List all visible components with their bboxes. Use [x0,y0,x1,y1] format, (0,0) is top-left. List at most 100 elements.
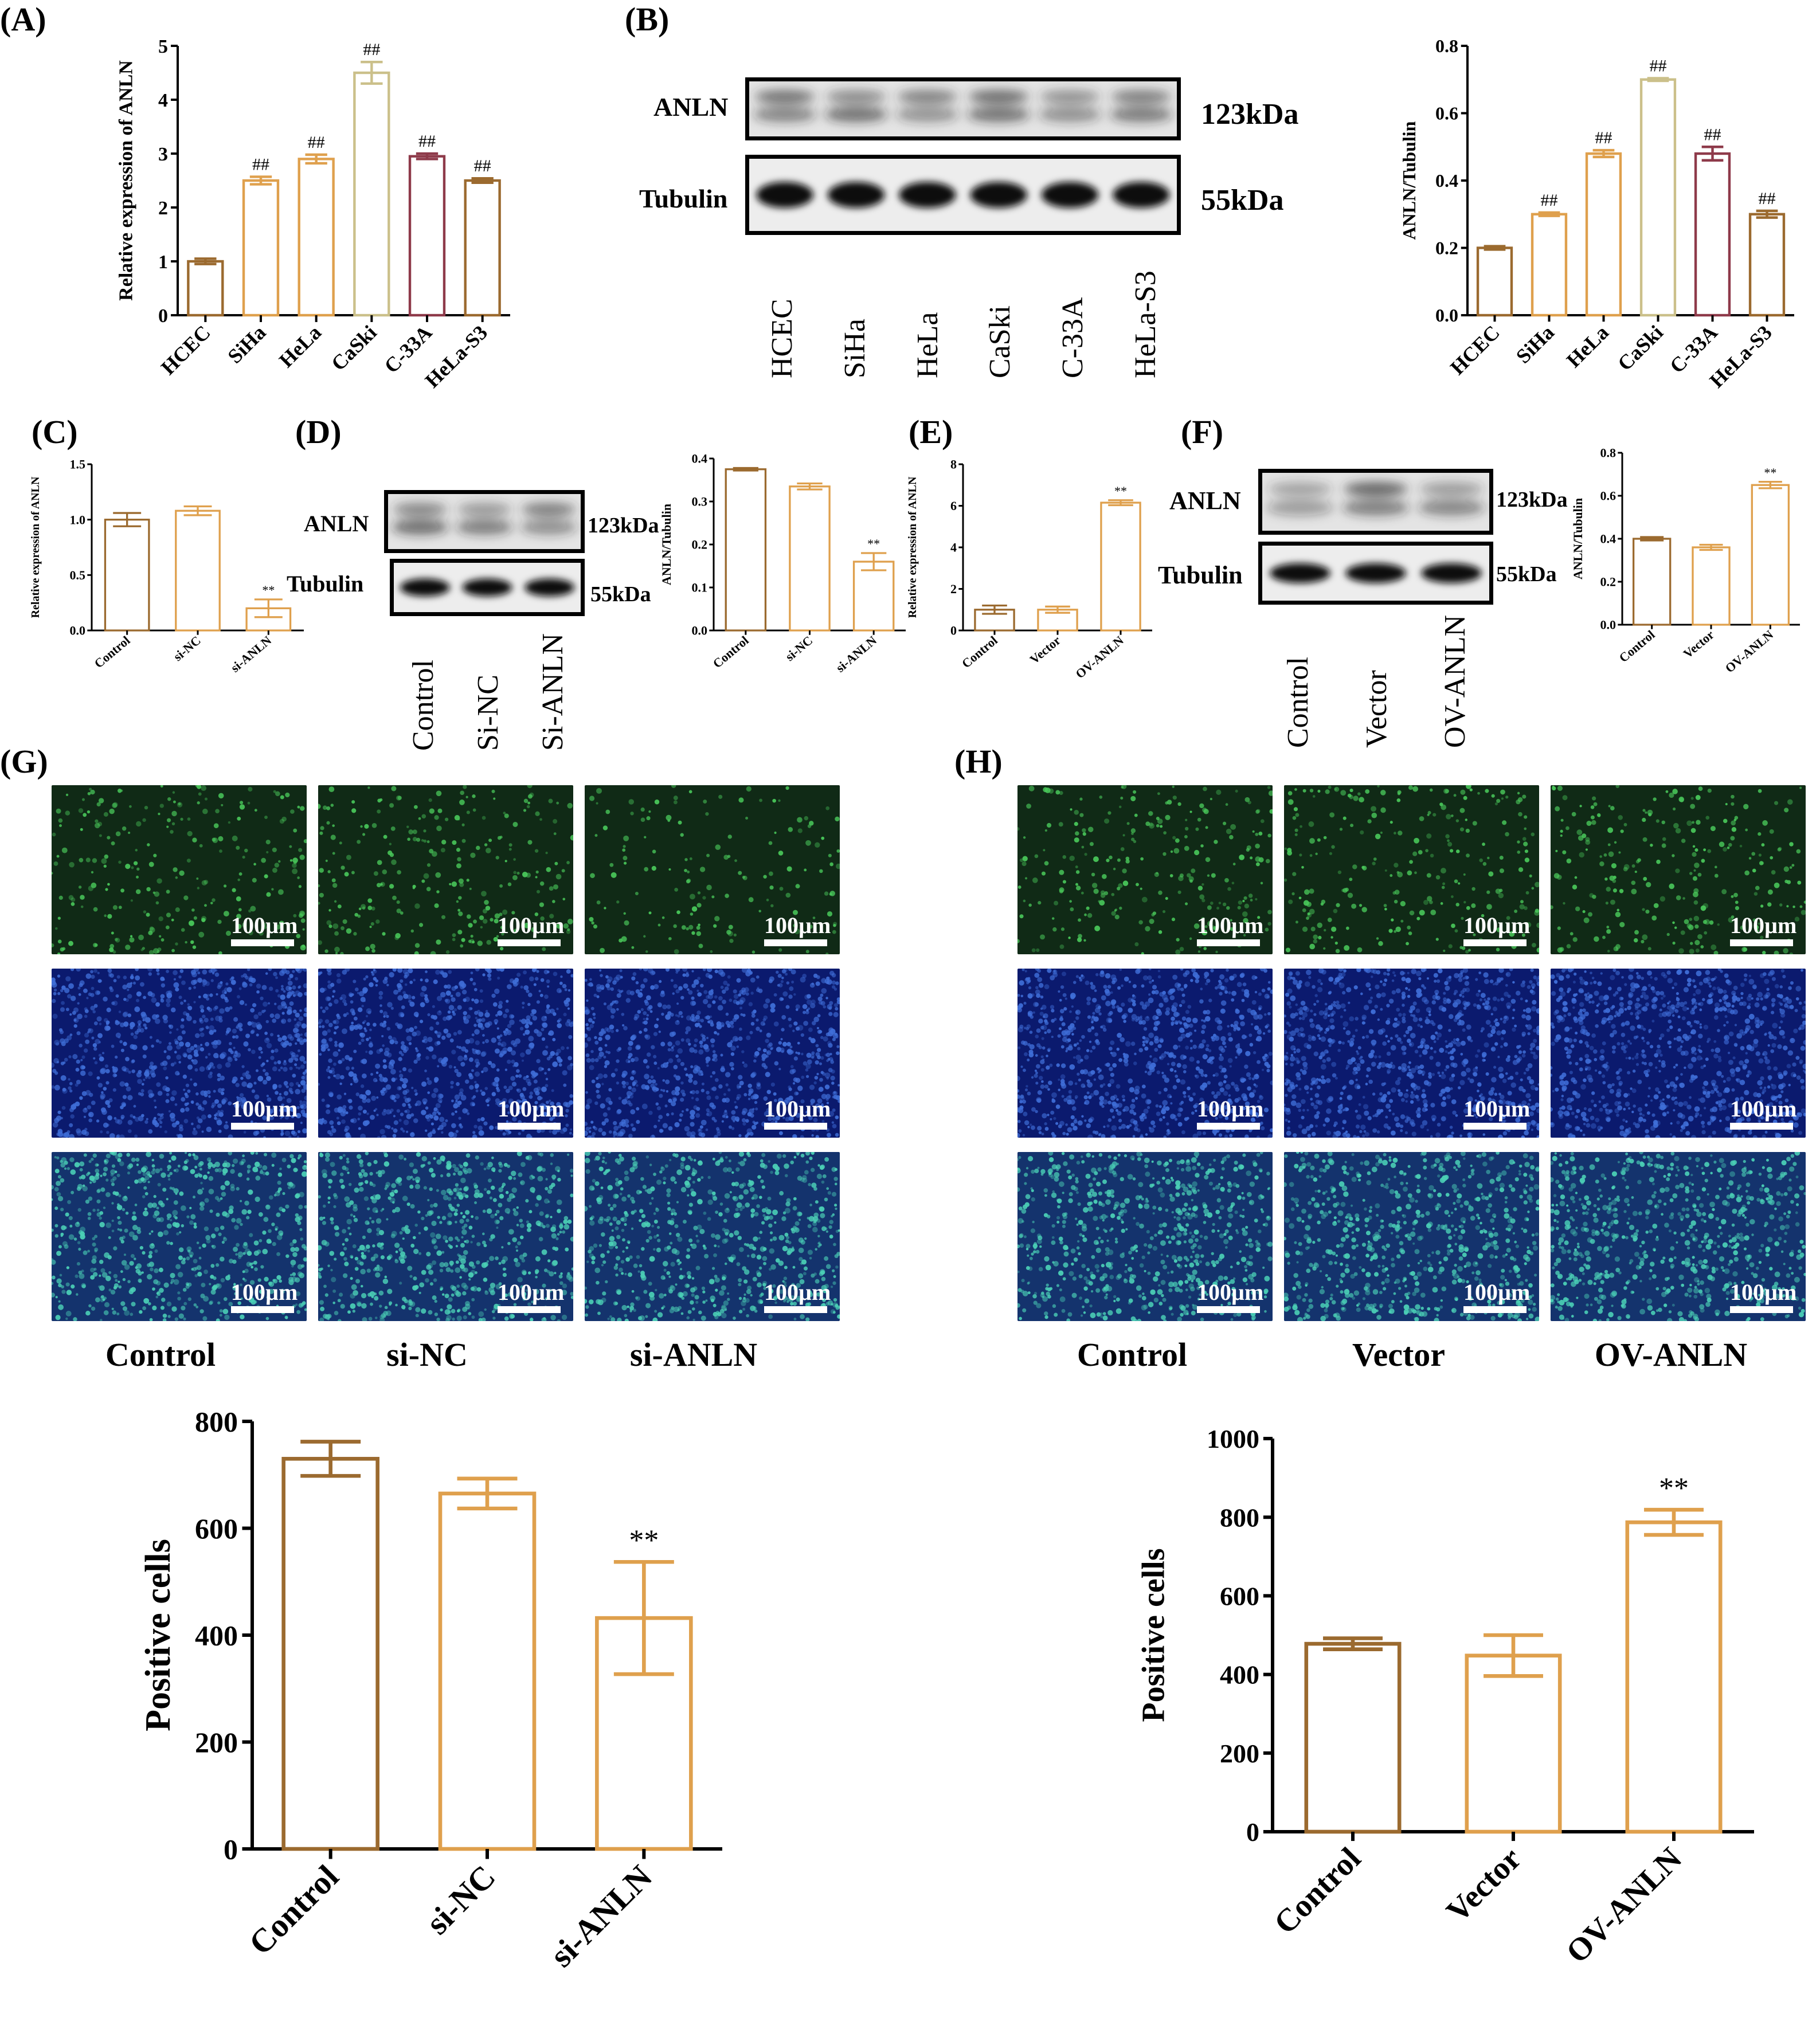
micro-merge-panel: 100µm [52,1152,307,1321]
blot-d-loading-kda: 55kDa [590,582,651,607]
scale-bar-label: 100µm [1463,1096,1527,1122]
x-category-label: OV-ANLN [1559,1841,1689,1970]
blot-b-loading-kda: 55kDa [1201,183,1283,217]
scale-bar: 100µm [498,1096,561,1130]
blot-lane-label: Si-ANLN [536,633,570,751]
blot-lane-label: HeLa [911,312,945,378]
scale-bar: 100µm [1197,1096,1260,1130]
blot-b-protein-label: ANLN [653,92,728,122]
panel-label-e: (E) [909,413,953,451]
scale-bar: 100µm [1730,913,1793,946]
bar [1693,547,1729,625]
significance-label: ** [1114,484,1127,498]
scale-bar-line [1197,1306,1260,1313]
micro-gfp-panel: 100µm [52,785,307,954]
bar [1641,80,1675,315]
y-axis-label: Positive cells [1136,1548,1171,1722]
blot-d-protein-kda: 123kDa [588,513,659,538]
y-tick-label: 400 [1220,1660,1259,1690]
blot-b-tubulin-strip [745,155,1181,235]
y-tick-label: 0.1 [692,581,708,595]
scale-bar: 100µm [231,913,294,946]
bar [440,1494,534,1849]
x-category-label: CaSki [1613,321,1668,375]
scale-bar-label: 100µm [231,913,294,938]
scale-bar-label: 100µm [1730,1280,1793,1305]
blot-lane-label: HCEC [765,299,799,378]
bar [1634,539,1670,625]
x-category-label: Control [710,633,752,671]
panel-label-a: (A) [0,0,46,38]
significance-label: ## [1759,189,1776,208]
scale-bar-label: 100µm [498,1280,561,1305]
bar [188,261,222,315]
y-tick-label: 0.2 [692,538,708,552]
x-category-label: si-ANLN [228,633,274,675]
scale-bar-line [764,1306,827,1313]
scale-bar-line [764,939,827,946]
scale-bar: 100µm [498,913,561,946]
significance-label: ## [418,132,436,151]
bar [1532,214,1566,315]
blot-b-protein-kda: 123kDa [1201,97,1298,131]
chart-b-svg: 0.00.20.40.60.8ANLN/TubulinHCEC##SiHa##H… [1399,34,1811,413]
bar [410,156,444,315]
bar [1696,154,1729,315]
blot-band [400,579,450,597]
y-axis-label: Relative expression of ANLN [116,60,137,301]
caption-h-control: Control [1012,1335,1253,1374]
x-category-label: si-ANLN [833,633,879,675]
blot-lane-label: Control [1281,657,1315,748]
significance-label: ## [1650,56,1667,75]
bar [105,520,148,630]
scale-bar-line [1730,939,1793,946]
x-category-label: SiHa [1512,321,1559,368]
y-tick-label: 0.6 [1600,489,1617,503]
scale-bar: 100µm [1463,913,1527,946]
blot-band [525,579,574,597]
scale-bar-line [498,1306,561,1313]
micro-gfp-panel: 100µm [318,785,573,954]
micro-dapi-panel: 100µm [318,969,573,1138]
scale-bar: 100µm [1730,1096,1793,1130]
significance-label: ## [308,133,325,152]
blot-band [1345,563,1406,583]
bar [1478,248,1512,316]
scale-bar-line [1463,939,1527,946]
y-tick-label: 0.5 [70,568,86,582]
y-tick-label: 5 [158,36,168,57]
scale-bar-label: 100µm [764,913,827,938]
scale-bar: 100µm [1463,1280,1527,1313]
x-category-label: Control [241,1858,346,1962]
panel-label-d: (D) [295,413,342,451]
scale-bar: 100µm [1463,1096,1527,1130]
scale-bar-label: 100µm [1197,1096,1260,1122]
micro-dapi-panel: 100µm [1017,969,1273,1138]
y-tick-label: 200 [1220,1739,1259,1768]
blot-f-loading-kda: 55kDa [1496,562,1557,587]
x-category-label: Control [959,633,1000,671]
y-tick-label: 0.2 [1600,575,1617,589]
blot-band [1042,182,1098,207]
bar [354,73,389,315]
scale-bar: 100µm [1730,1280,1793,1313]
blot-d-protein-label: ANLN [304,510,369,537]
bar [244,181,278,315]
y-axis-label: Positive cells [139,1539,178,1731]
x-category-label: HeLa [1562,321,1613,372]
y-axis-label: ANLN/Tubulin [659,504,674,585]
caption-h-ov-anln: OV-ANLN [1551,1335,1791,1374]
x-category-label: HCEC [1446,321,1504,379]
micro-dapi-panel: 100µm [1284,969,1539,1138]
blot-band [899,182,956,207]
y-tick-label: 0.4 [692,452,708,466]
scale-bar-label: 100µm [1730,913,1793,938]
bar [854,562,894,630]
significance-label: ## [1595,128,1612,147]
y-tick-label: 0.4 [1600,532,1617,546]
bar [176,511,220,630]
x-category-label: si-NC [782,633,815,664]
y-tick-label: 600 [1220,1582,1259,1611]
